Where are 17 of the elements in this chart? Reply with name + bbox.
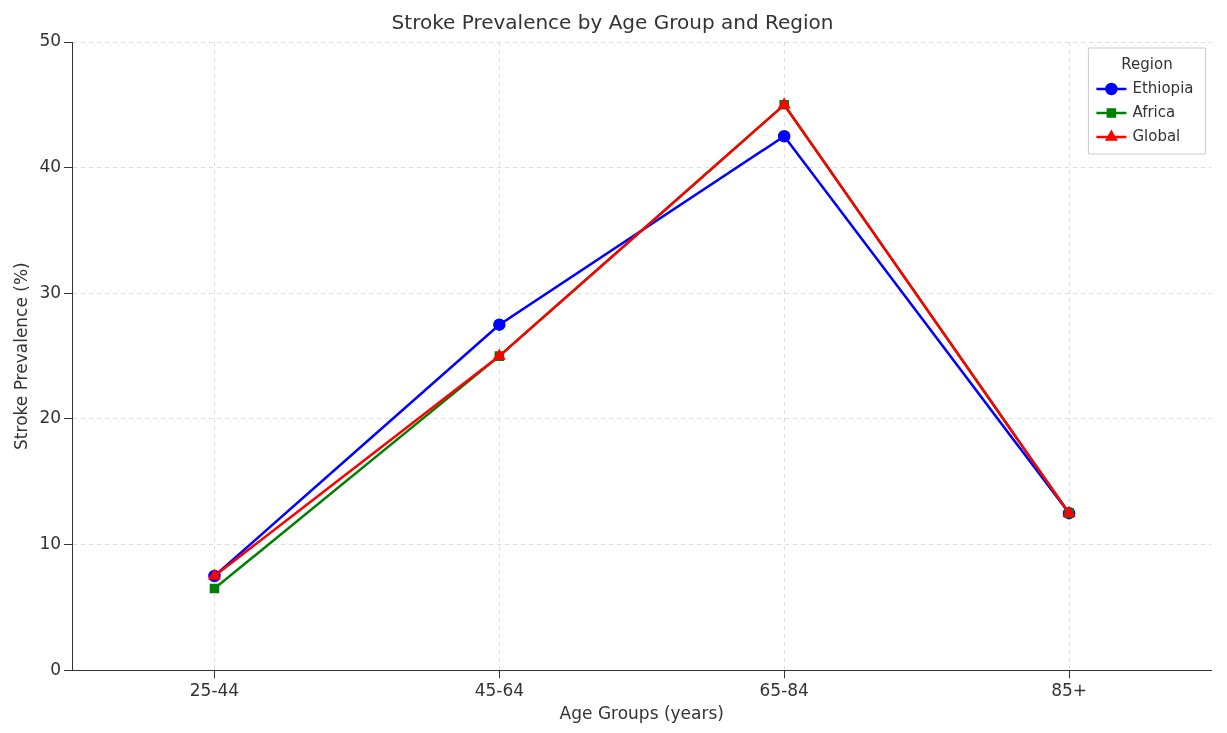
legend-label: Ethiopia (1132, 78, 1194, 97)
y-tick-label: 40 (39, 156, 62, 177)
y-tick-label: 30 (39, 281, 62, 302)
x-tick-label: 25-44 (189, 679, 240, 700)
y-tick-label: 0 (50, 658, 62, 679)
legend-label: Global (1132, 126, 1181, 145)
chart-title: Stroke Prevalence by Age Group and Region (391, 10, 834, 35)
y-tick-label: 20 (39, 407, 62, 428)
legend-label: Africa (1132, 102, 1176, 121)
x-tick-label: 65-84 (759, 679, 809, 700)
x-tick-label: 45-64 (474, 679, 525, 700)
y-tick-label: 50 (39, 30, 62, 51)
y-tick-label: 10 (39, 532, 62, 553)
x-axis-title: Age Groups (years) (559, 703, 724, 724)
x-tick-label: 85+ (1051, 679, 1088, 700)
y-axis-title: Stroke Prevalence (%) (10, 262, 31, 450)
legend-title: Region (1121, 54, 1173, 73)
